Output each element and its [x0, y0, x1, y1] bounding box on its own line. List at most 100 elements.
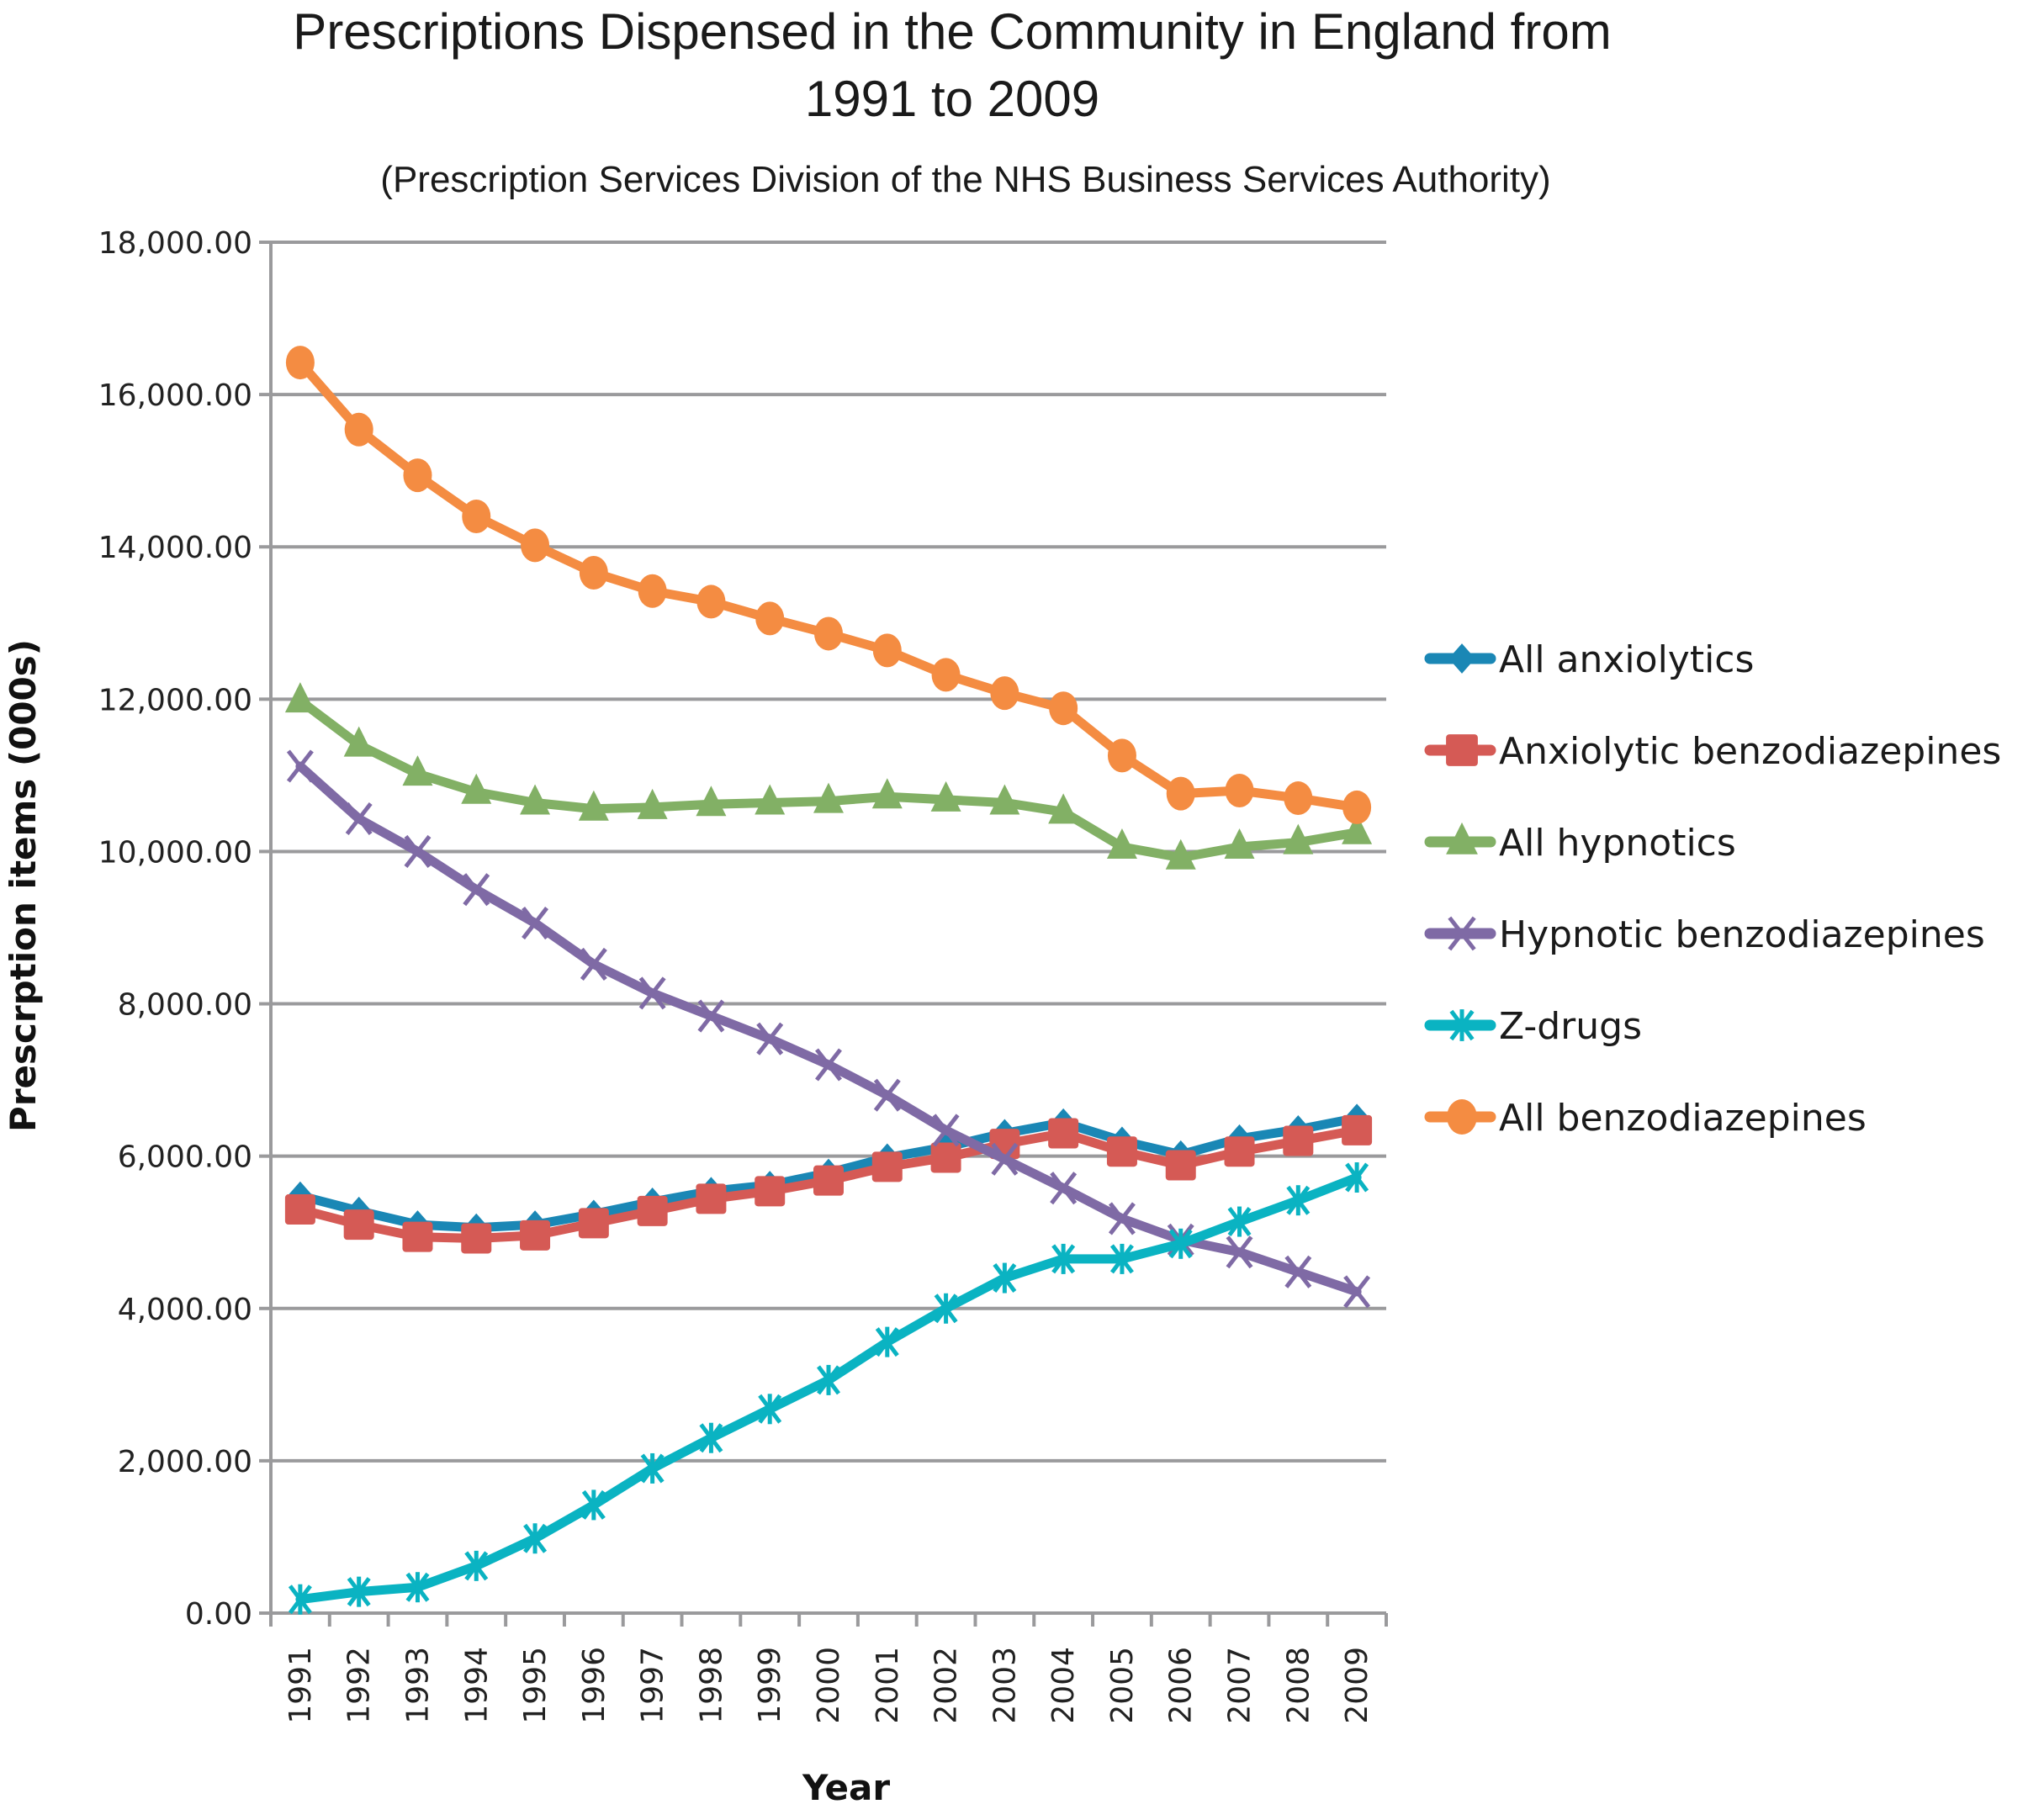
y-axis-title: Prescrption items (000s): [3, 639, 44, 1132]
data-point: [1225, 774, 1254, 807]
data-point: [930, 780, 961, 812]
data-point: [284, 682, 315, 713]
legend-marker-square-icon: [1446, 734, 1478, 766]
data-point: [580, 947, 607, 981]
legend-marker-circle-icon: [1447, 1099, 1477, 1135]
data-point: [1106, 828, 1137, 860]
y-tick-label: 8,000.00: [118, 988, 252, 1023]
data-point: [638, 574, 667, 608]
data-point: [402, 755, 433, 786]
data-point: [461, 1223, 492, 1254]
data-point: [1286, 1185, 1311, 1216]
data-point: [756, 1022, 784, 1055]
data-point: [1227, 1206, 1252, 1237]
legend-marker-diamond-icon: [1448, 643, 1475, 674]
series-line: [295, 357, 1362, 812]
data-point: [758, 1394, 782, 1425]
y-tick-label: 6,000.00: [118, 1140, 252, 1175]
x-tick-label: 2006: [1164, 1647, 1199, 1724]
data-point: [1048, 793, 1079, 824]
data-point: [286, 749, 314, 783]
legend-label: Hypnotic benzodiazepines: [1499, 913, 1985, 956]
legend-item-anxiolytic-benzodiazepines: Anxiolytic benzodiazepines: [1424, 730, 2001, 773]
data-point: [1165, 839, 1196, 870]
y-tick-label: 12,000.00: [98, 683, 252, 717]
legend-item-all-hypnotics: All hypnotics: [1424, 822, 1736, 865]
series-lines: [284, 346, 1373, 1615]
data-point: [814, 616, 843, 651]
y-tick-label: 14,000.00: [98, 531, 252, 565]
data-point: [755, 601, 785, 636]
gridlines: [271, 241, 1386, 1463]
x-tick-label: 1998: [694, 1647, 728, 1724]
data-point: [464, 1550, 489, 1581]
data-point: [697, 999, 725, 1033]
data-point: [578, 790, 609, 821]
data-point: [1345, 1162, 1369, 1193]
axes: [259, 242, 1386, 1625]
data-point: [755, 784, 786, 815]
legend-item-z-drugs: Z-drugs: [1424, 1005, 1642, 1048]
data-point: [578, 1208, 609, 1239]
data-point: [872, 633, 902, 668]
data-point: [343, 726, 374, 757]
data-point: [1051, 1243, 1076, 1274]
series-line: [295, 761, 1362, 1297]
data-point: [405, 1572, 430, 1603]
data-point: [875, 1326, 899, 1357]
data-point: [930, 1142, 961, 1173]
y-tick-label: 2,000.00: [118, 1445, 252, 1479]
chart-subtitle: (Prescription Services Division of the N…: [380, 159, 1550, 200]
data-point: [522, 907, 549, 940]
data-point: [461, 773, 492, 804]
legend-marker-x-icon: [1448, 916, 1476, 951]
data-point: [932, 1114, 960, 1147]
x-tick-label: 2001: [871, 1647, 905, 1724]
x-tick-label: 2008: [1281, 1647, 1316, 1724]
data-point: [993, 1262, 1017, 1294]
data-point: [931, 658, 961, 692]
x-tick-label: 2004: [1046, 1647, 1081, 1724]
x-tick-label: 2009: [1340, 1647, 1374, 1724]
data-point: [462, 500, 491, 533]
data-point: [1165, 1150, 1196, 1181]
chart-title-line-2: 1991 to 2009: [805, 71, 1099, 127]
data-point: [1168, 1228, 1193, 1259]
series-line: [295, 696, 1362, 863]
data-point: [402, 1221, 433, 1252]
data-point: [520, 784, 551, 815]
data-point: [696, 786, 727, 817]
legend-label: All anxiolytics: [1499, 638, 1754, 681]
data-point: [579, 556, 608, 590]
data-point: [637, 788, 668, 819]
data-point: [1283, 823, 1314, 854]
data-point: [1108, 1202, 1136, 1235]
data-point: [637, 1195, 668, 1226]
x-tick-label: 2003: [988, 1647, 1022, 1724]
x-tick-label: 2005: [1105, 1647, 1140, 1724]
data-point: [1343, 1275, 1371, 1309]
legend-label: Anxiolytic benzodiazepines: [1499, 730, 2001, 773]
data-point: [347, 1576, 371, 1607]
data-point: [1284, 1255, 1312, 1288]
y-tick-label: 4,000.00: [118, 1293, 252, 1327]
data-point: [521, 528, 550, 563]
x-axis-title: Year: [802, 1767, 890, 1808]
data-point: [1107, 738, 1136, 773]
data-point: [755, 1176, 786, 1207]
data-point: [1106, 1136, 1137, 1167]
x-tick-label: 2007: [1223, 1647, 1258, 1724]
data-point: [403, 458, 432, 493]
y-tick-label: 18,000.00: [98, 226, 252, 261]
chart-title-line-1: Prescriptions Dispensed in the Community…: [293, 3, 1611, 60]
series-all-benzodiazepines: [285, 346, 1372, 824]
y-axis-ticks: 0.00 2,000.00 4,000.00 6,000.00 8,000.00 10,0…: [98, 226, 271, 1632]
data-point: [817, 1364, 840, 1395]
data-point: [1283, 1125, 1314, 1156]
data-point: [463, 873, 490, 907]
series-anxiolytic-benzodiazepines: [284, 1114, 1373, 1254]
x-tick-label: 1997: [636, 1647, 670, 1724]
y-tick-label: 0.00: [185, 1597, 252, 1632]
series-hypnotic-benzodiazepines: [286, 749, 1371, 1309]
x-axis-ticks: 1991 1992 1993 1994 1995 1996 1997 1998 1999 2000…: [269, 1613, 1388, 1724]
